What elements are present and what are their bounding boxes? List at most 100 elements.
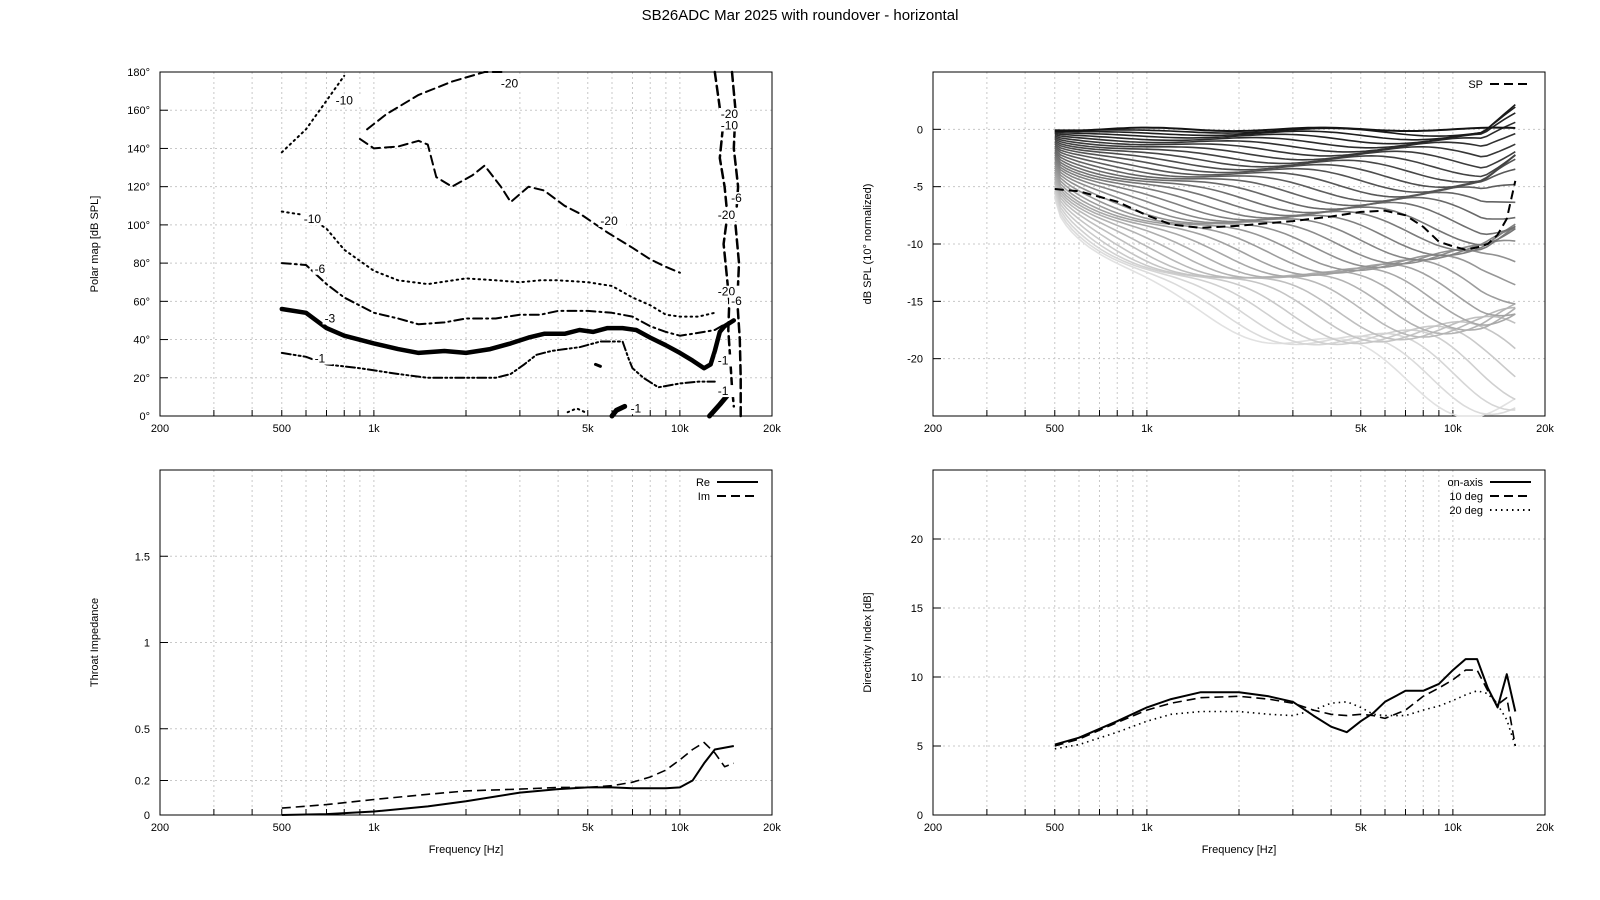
y-tick-label: 0 [917,810,923,822]
x-tick-label: 10k [671,822,689,834]
off-axis-curve [1054,171,1516,317]
contour-label: -1 [631,401,642,415]
y-tick-label: 120° [127,182,150,194]
x-tick-label: 10k [671,423,689,435]
polar-map-panel: 200 500 1k 5k 10k 20k 0° 20° 40° 60° 80° 100° 120° 14… [89,67,781,435]
contour-label-bg [322,312,343,325]
y-tick-label: 0° [139,411,150,423]
legend-label: SP [1468,79,1483,91]
grid [933,72,1545,416]
contour-label: -20 [501,76,519,90]
y-tick-label: 0.5 [135,724,150,736]
x-tick-label: 10k [1444,423,1462,435]
spl-panel: 200 500 1k 5k 10k 20k 0 -5 -10 -15 -20 dB SPL (10° … [862,71,1554,435]
contour-line [566,407,587,414]
contour-line [280,74,346,154]
contour-label: -20 [718,285,736,299]
contour-line [280,340,716,389]
x-tick-label: 20k [763,423,781,435]
off-axis-curve [1054,152,1516,236]
off-axis-curve [1054,103,1516,137]
contour-label: -20 [721,107,739,121]
y-tick-label: 0.2 [135,776,150,788]
y-tick-label: 160° [127,105,150,117]
contour-label: -10 [304,212,322,226]
y-tick-label: 40° [133,335,150,347]
off-axis-curve [1054,139,1516,183]
legend-label: on-axis [1448,477,1484,489]
legend-label: 20 deg [1449,505,1483,517]
legend-label: Im [698,491,710,503]
off-axis-curve [1054,154,1516,246]
x-axis-label: Frequency [Hz] [1202,844,1277,856]
contour-line [366,71,507,131]
off-axis-curve [1054,188,1516,378]
x-tick-label: 5k [1355,423,1367,435]
y-tick-label: -10 [907,239,923,251]
figure-title: SB26ADC Mar 2025 with roundover - horizo… [642,7,959,24]
sp-series-line [1054,180,1517,251]
y-tick-label: 60° [133,296,150,308]
off-axis-curve [1054,174,1516,326]
grid [160,470,772,816]
contour-label-bg [312,352,333,365]
off-axis-curve [1054,126,1516,133]
contour-label-bg [598,214,627,227]
y-tick-label: -20 [907,354,923,366]
contour-label-bg [715,209,744,222]
y-tick-label: 80° [133,258,150,270]
y-tick-label: -5 [913,182,923,194]
x-tick-label: 20k [763,822,781,834]
contour-line [279,306,737,371]
grid [933,470,1545,816]
contour-line [358,137,681,274]
x-tick-label: 200 [151,822,169,834]
off-axis-curve [1054,106,1516,141]
contour-label-bg [718,107,747,120]
series-line-Im [281,741,735,809]
plot-frame [159,71,773,417]
grid [160,71,772,417]
off-axis-curve [1054,185,1516,350]
y-tick-label: 0 [144,810,150,822]
y-tick-label: 10 [911,672,923,684]
off-axis-curve [1054,112,1516,145]
off-axis-curve [1054,169,1516,305]
contour-label-bg [628,402,649,415]
x-tick-label: 1k [368,423,380,435]
contour-label: -6 [731,191,742,205]
off-axis-family [1054,103,1516,417]
series-line-Re [281,745,734,816]
directivity-panel: 200 500 1k 5k 10k 20k 0 5 10 15 20 Directivity Inde… [862,469,1554,856]
y-tick-label: 5 [917,741,923,753]
x-tick-label: 200 [151,423,169,435]
x-tick-label: 5k [582,423,594,435]
contour-label-bg [333,94,362,107]
legend-label: 10 deg [1449,491,1483,503]
y-tick-label: 1 [144,638,150,650]
x-tick-label: 500 [1046,423,1064,435]
off-axis-curve [1054,192,1516,411]
contour-label-bg [715,385,736,398]
contour-label: -20 [718,208,736,222]
off-axis-curve [1054,150,1516,220]
contour-label-bg [729,192,750,205]
off-axis-curve [1054,160,1516,261]
y-tick-label: 1.5 [135,551,150,563]
plot-frame [159,469,773,816]
contour-label-bg [729,295,750,308]
x-tick-label: 1k [1141,423,1153,435]
x-tick-label: 20k [1536,822,1554,834]
contour-label-bg [312,262,333,275]
contour-line [609,403,628,419]
contour-label: -6 [315,262,326,276]
contour-label: -1 [718,353,729,367]
plot-frame [932,469,1546,816]
contour-label: -3 [325,311,336,325]
legend-label: Re [696,477,710,489]
plot-frame [932,71,1546,417]
y-tick-label: 140° [127,143,150,155]
contour-line [280,262,726,337]
x-tick-label: 20k [1536,423,1554,435]
